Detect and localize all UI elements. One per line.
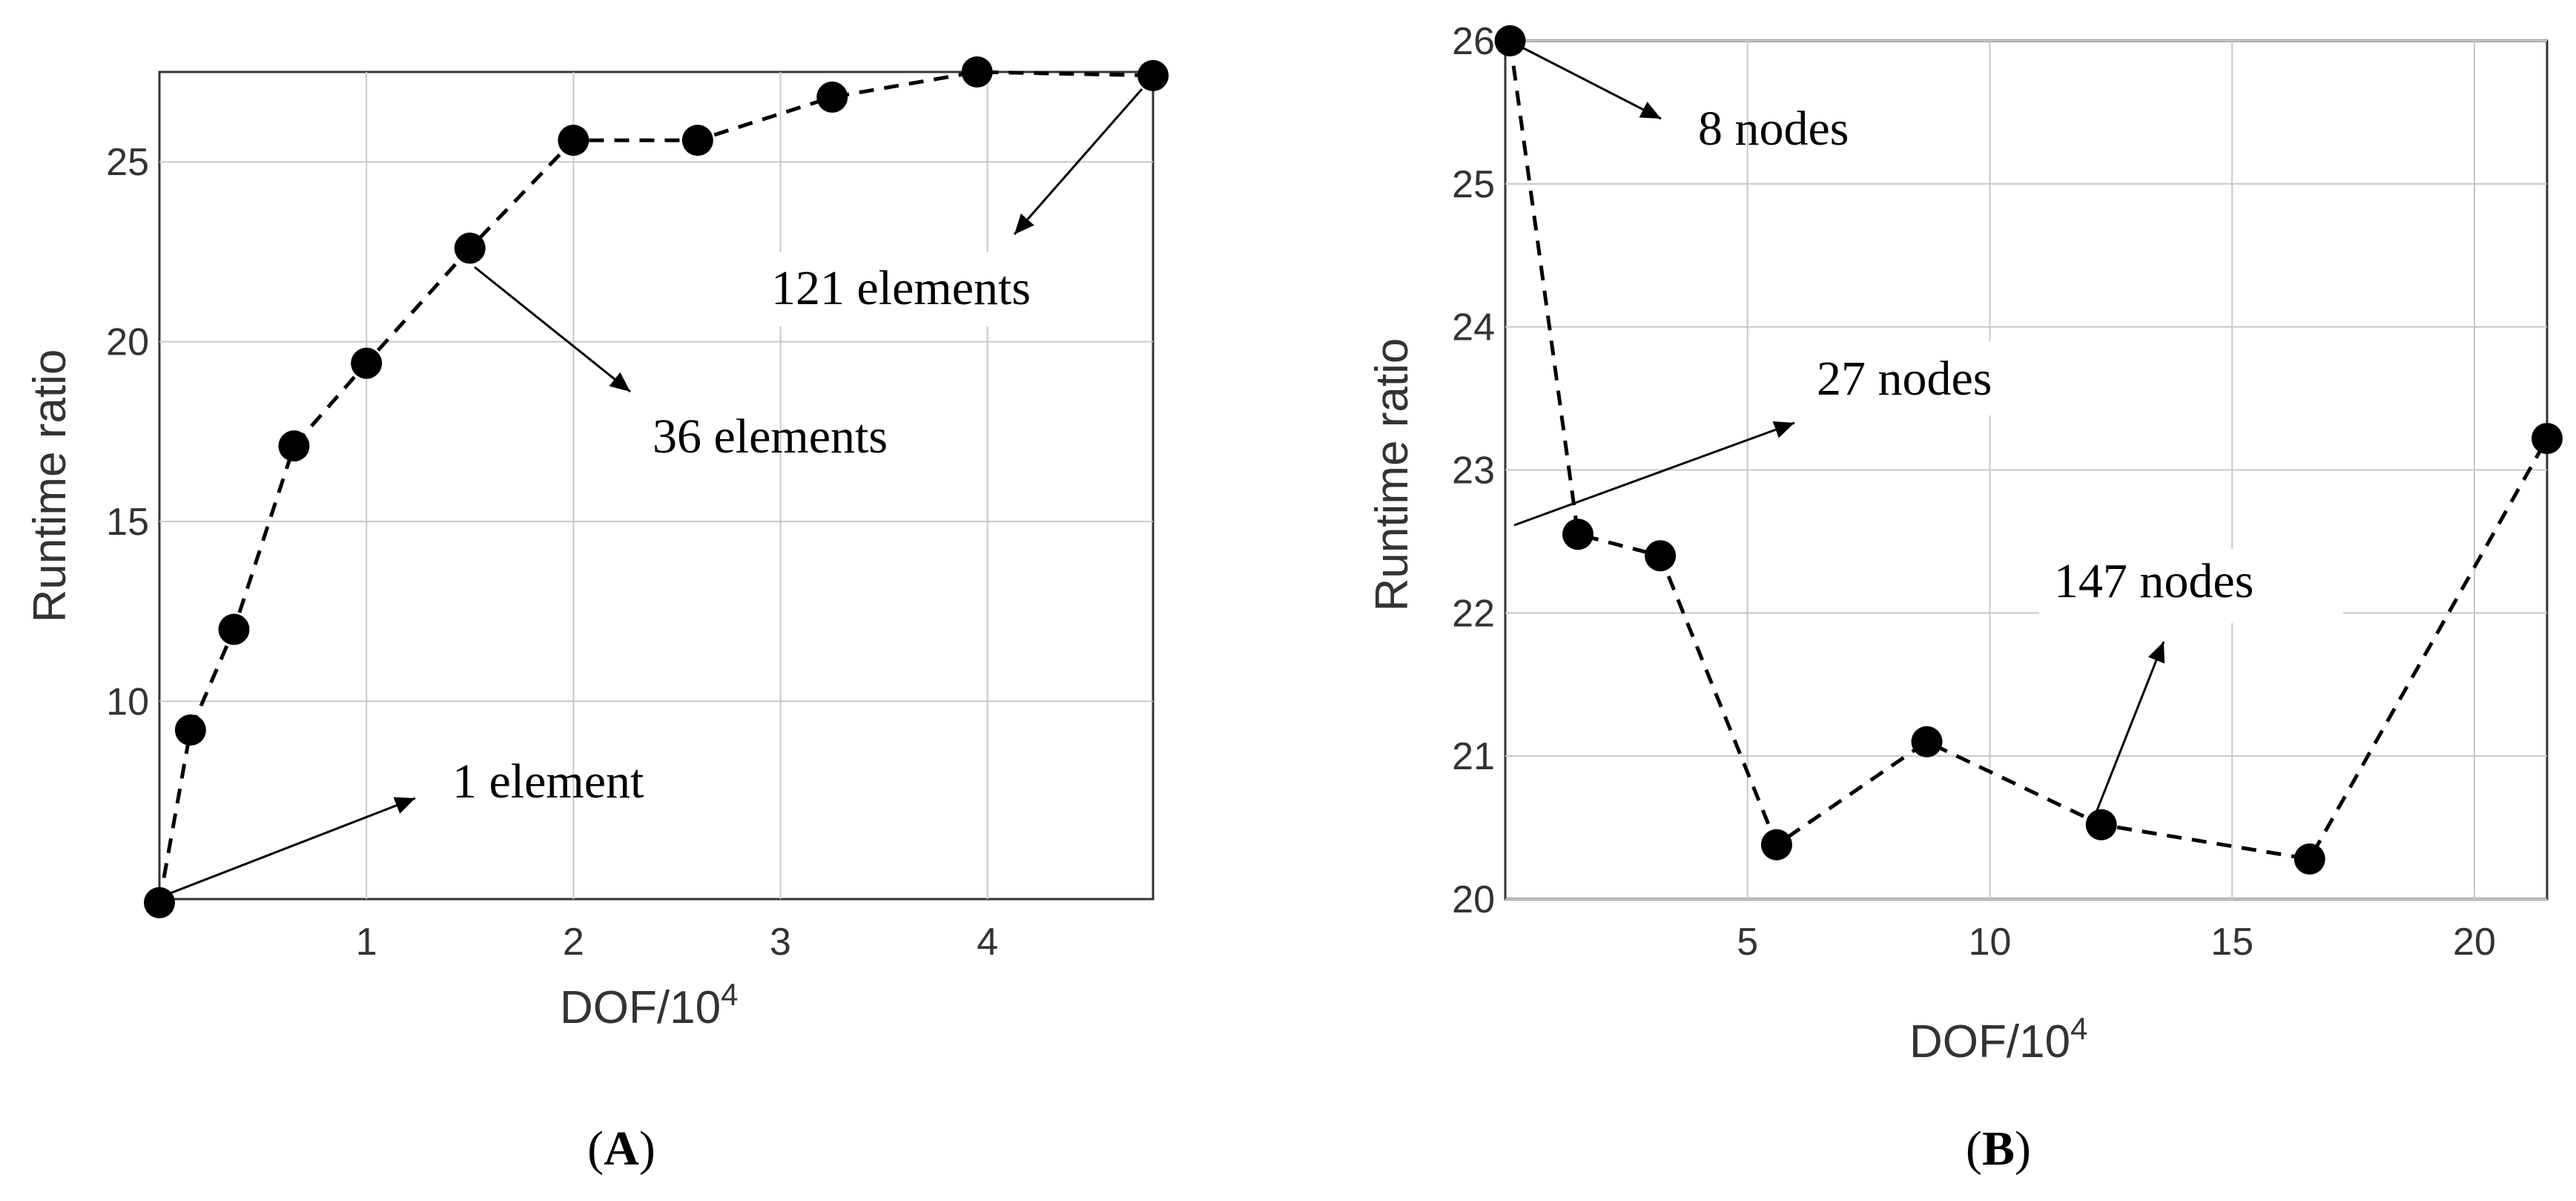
x-tick-label: 2 [563,921,584,964]
annotation-8-nodes: 8 nodes [1516,43,1849,156]
annotation-label: 147 nodes [2054,554,2253,608]
annotation-1-element: 1 element [164,754,644,897]
grid-a [159,72,1153,899]
y-tick-label: 10 [106,680,149,723]
annotation-147-nodes: 147 nodes [2039,549,2343,817]
data-point [961,56,993,88]
tick-labels-a: 1 2 3 4 10 15 20 25 [106,141,998,964]
grid-b [1505,40,2547,900]
annotation-arrow [1516,43,1662,120]
annotation-arrow [474,266,631,393]
data-point [351,347,383,379]
y-axis-label-a: Runtime ratio [24,349,76,623]
annotation-label: 27 nodes [1817,352,1992,406]
data-point [558,125,589,157]
data-point [278,430,310,462]
annotation-label: 1 element [452,754,644,809]
tick-labels-b: 5 10 15 20 20 21 22 23 24 25 26 [1452,20,2496,964]
data-point [2532,423,2563,455]
x-axis-label-b: DOF/104 [1909,1011,2087,1067]
y-tick-label: 23 [1452,450,1495,493]
panel-label-b: (B) [1966,1122,2031,1176]
x-tick-label: 5 [1737,921,1758,964]
y-tick-label: 25 [1452,163,1495,206]
data-point [1494,25,1526,56]
annotation-121-elements: 121 elements [764,88,1143,326]
data-point [1911,725,1943,757]
data-point [1137,59,1169,91]
annotation-arrow [164,797,416,897]
data-points-a [144,56,1169,918]
x-tick-label: 10 [1969,921,2012,964]
annotation-27-nodes: 27 nodes [1513,341,2047,527]
data-point [2293,843,2325,875]
data-points-b [1494,25,2563,875]
annotation-arrow [2093,641,2165,817]
annotation-label: 36 elements [653,409,888,464]
y-tick-label: 20 [106,321,149,364]
panel-a: 1 2 3 4 10 15 20 25 1 element 36 elements 121 e… [24,56,1169,1176]
data-point [144,886,175,918]
data-point [1760,829,1792,861]
plot-area-a [158,70,1155,901]
data-point [218,613,250,645]
annotation-label: 121 elements [771,261,1031,315]
data-point [1562,519,1594,550]
annotation-arrow [1013,88,1143,235]
data-point [1645,540,1677,572]
y-tick-label: 22 [1452,592,1495,635]
y-tick-label: 24 [1452,306,1495,349]
panel-label-a: (A) [587,1122,655,1176]
x-tick-label: 1 [356,921,377,964]
annotation-label: 8 nodes [1698,102,1849,156]
data-point [454,232,486,264]
x-tick-label: 4 [977,921,998,964]
y-tick-label: 20 [1452,878,1495,921]
x-tick-label: 3 [770,921,791,964]
y-tick-label: 21 [1452,735,1495,778]
data-point [681,125,713,157]
x-axis-label-a: DOF/104 [560,977,738,1033]
annotation-36-elements: 36 elements [474,266,888,464]
data-point [816,81,848,113]
y-axis-label-b: Runtime ratio [1367,338,1418,612]
y-tick-label: 15 [106,501,149,544]
data-point [2085,809,2117,840]
x-tick-label: 20 [2453,921,2496,964]
annotation-arrow [1513,421,1795,527]
y-tick-label: 25 [106,141,149,184]
y-tick-label: 26 [1452,20,1495,63]
panel-b: 5 10 15 20 20 21 22 23 24 25 26 8 nodes 27 nodes 1… [1367,20,2563,1176]
data-point [174,714,206,746]
x-tick-label: 15 [2210,921,2253,964]
